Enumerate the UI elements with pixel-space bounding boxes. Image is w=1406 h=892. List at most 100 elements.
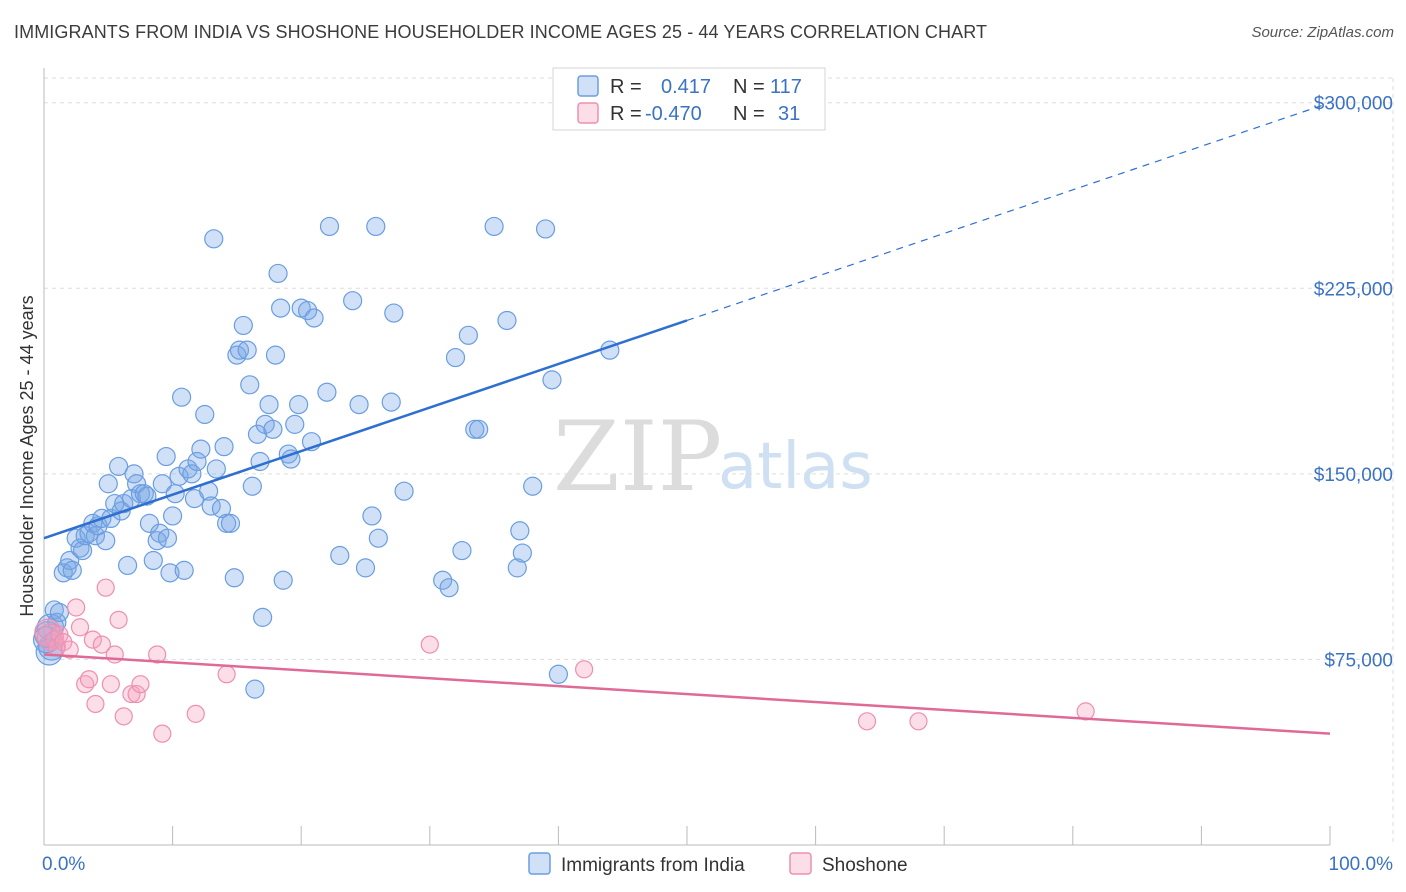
points-layer bbox=[32, 216, 1095, 743]
india-point bbox=[206, 459, 226, 479]
watermark: ZIP atlas bbox=[553, 401, 873, 513]
india-point bbox=[273, 570, 293, 590]
india-point bbox=[126, 474, 147, 494]
india-point bbox=[362, 506, 382, 526]
india-point bbox=[240, 375, 260, 395]
shoshone-point bbox=[36, 623, 65, 651]
trend-layer bbox=[43, 102, 1331, 735]
axis-layer: $75,000 $150,000 $225,000 $300,000 0.0% 100.0… bbox=[42, 68, 1393, 875]
india-point bbox=[227, 345, 247, 365]
india-point bbox=[368, 528, 388, 548]
india-point bbox=[535, 219, 556, 239]
shoshone-point bbox=[54, 633, 73, 652]
india-point bbox=[355, 558, 376, 578]
india-point bbox=[214, 437, 234, 457]
india-point bbox=[242, 476, 262, 496]
shoshone-point bbox=[857, 712, 877, 731]
y-tick-label: $225,000 bbox=[1314, 279, 1393, 300]
india-point bbox=[278, 444, 298, 464]
india-point bbox=[57, 558, 77, 578]
india-point bbox=[349, 394, 369, 415]
india-point bbox=[304, 308, 324, 328]
top-legend: R = 0.417 N = 117 R = -0.470 N = 31 bbox=[552, 67, 826, 131]
legend-swatch-india bbox=[577, 75, 599, 97]
india-point bbox=[381, 392, 401, 412]
india-point bbox=[204, 229, 224, 249]
india-point bbox=[182, 464, 202, 484]
india-point bbox=[49, 602, 70, 623]
india-point bbox=[70, 538, 90, 558]
india-point bbox=[384, 303, 404, 323]
shoshone-point bbox=[148, 645, 167, 664]
shoshone-point bbox=[186, 704, 205, 723]
shoshone-point bbox=[131, 675, 150, 694]
india-point bbox=[157, 528, 178, 548]
shoshone-point bbox=[101, 675, 120, 694]
india-point bbox=[233, 315, 253, 336]
shoshone-point bbox=[92, 635, 111, 654]
x-tick-label: 100.0% bbox=[1329, 854, 1394, 875]
shoshone-point bbox=[217, 665, 236, 684]
watermark-atlas: atlas bbox=[718, 430, 873, 504]
bottom-legend-label-shoshone: Shoshone bbox=[822, 855, 908, 876]
shoshone-point bbox=[86, 694, 105, 714]
india-point bbox=[289, 394, 309, 415]
india-point bbox=[160, 563, 180, 583]
shoshone-point bbox=[575, 660, 594, 679]
india-point bbox=[484, 216, 504, 237]
india-point bbox=[152, 474, 172, 494]
india-point bbox=[271, 298, 291, 318]
india-point bbox=[268, 263, 288, 284]
india-point bbox=[458, 325, 478, 345]
india-point bbox=[220, 513, 241, 533]
legend-n-value-shoshone: 31 bbox=[778, 103, 800, 125]
legend-r-label-india: R = bbox=[610, 76, 642, 98]
shoshone-point bbox=[420, 635, 439, 654]
india-point bbox=[253, 607, 273, 627]
india-point bbox=[281, 449, 301, 469]
india-point bbox=[108, 456, 129, 477]
india-point bbox=[452, 540, 472, 561]
y-axis-label: Householder Income Ages 25 - 44 years bbox=[17, 295, 37, 616]
india-point bbox=[139, 513, 160, 533]
india-point bbox=[523, 476, 543, 496]
india-point bbox=[247, 424, 268, 444]
india-point bbox=[195, 404, 215, 425]
shoshone-point bbox=[67, 598, 86, 617]
legend-n-label-shoshone: N = bbox=[733, 103, 765, 125]
india-point bbox=[263, 419, 283, 439]
chart-source: Source: ZipAtlas.com bbox=[1251, 24, 1394, 41]
shoshone-point bbox=[153, 724, 172, 743]
india-point bbox=[187, 451, 207, 472]
india-point bbox=[439, 578, 459, 598]
bottom-legend-label-india: Immigrants from India bbox=[561, 855, 745, 876]
india-trend-extension bbox=[686, 102, 1331, 322]
india-point bbox=[265, 345, 286, 365]
y-tick-label: $75,000 bbox=[1324, 650, 1393, 671]
india-point bbox=[98, 474, 118, 494]
shoshone-point bbox=[127, 684, 146, 704]
india-point bbox=[211, 498, 232, 519]
india-point bbox=[143, 550, 163, 571]
india-point bbox=[366, 216, 386, 237]
legend-n-value-india: 117 bbox=[770, 76, 802, 98]
shoshone-point bbox=[109, 610, 128, 629]
y-tick-label: $300,000 bbox=[1314, 94, 1393, 115]
india-point bbox=[510, 521, 530, 541]
watermark-zip: ZIP bbox=[553, 401, 722, 513]
x-tick-label: 0.0% bbox=[42, 854, 85, 875]
india-point bbox=[317, 382, 337, 402]
india-point bbox=[497, 310, 517, 331]
india-point bbox=[343, 291, 363, 311]
india-point bbox=[512, 543, 532, 563]
legend-n-label-india: N = bbox=[733, 76, 765, 98]
bottom-legend-swatch-shoshone bbox=[789, 852, 812, 875]
shoshone-point bbox=[1076, 702, 1095, 721]
legend-swatch-shoshone bbox=[577, 102, 599, 124]
india-point bbox=[163, 506, 183, 526]
india-point bbox=[72, 540, 93, 561]
india-point bbox=[117, 555, 138, 576]
shoshone-point bbox=[60, 640, 79, 659]
legend-r-value-shoshone: -0.470 bbox=[645, 103, 702, 125]
